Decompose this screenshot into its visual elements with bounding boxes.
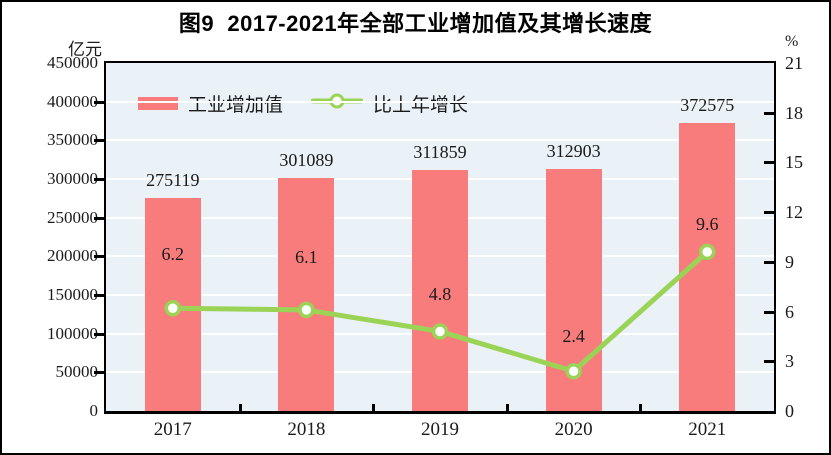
left-axis-tick-label: 100000: [47, 323, 98, 343]
right-axis-tick: [764, 260, 774, 264]
left-axis-tick-label: 150000: [47, 285, 98, 304]
right-axis-tick: [764, 310, 774, 314]
legend-item-growth-rate: 比上年增长: [310, 90, 469, 117]
chart-title: 图9 2017-2021年全部工业增加值及其增长速度: [178, 11, 653, 36]
right-axis-tick: [764, 161, 774, 165]
legend-label-bar: 工业增加值: [188, 95, 284, 116]
left-axis-tick: [94, 216, 104, 220]
left-axis-unit-label: 亿元: [68, 40, 102, 59]
bar-value-label: 275119: [146, 170, 200, 191]
growth-line-layer: [164, 243, 716, 380]
right-axis-tick: [764, 211, 774, 215]
line-marker: [431, 323, 449, 340]
left-axis-tick-label: 0: [89, 401, 99, 420]
line-marker: [698, 243, 716, 261]
bar-value-label: 311859: [413, 141, 467, 162]
bar-value-label: 301089: [279, 150, 334, 171]
left-axis-tick: [94, 139, 104, 143]
x-axis-label: 2020: [554, 419, 593, 440]
line-value-label: 4.8: [428, 284, 452, 305]
line-series-swatch-icon: [310, 93, 364, 115]
line-marker: [164, 300, 182, 317]
right-axis-unit-label: %: [785, 33, 799, 50]
left-axis-tick: [94, 178, 104, 181]
right-axis-tick-label: 18: [785, 102, 803, 123]
line-value-label: 6.2: [161, 244, 185, 265]
right-axis-tick-label: 0: [785, 401, 794, 421]
gridline: [106, 100, 774, 103]
right-axis-tick-label: 6: [785, 301, 794, 322]
right-axis-tick-label: 9: [785, 251, 794, 272]
right-axis-tick-label: 3: [785, 351, 794, 372]
bar-2018: [278, 178, 335, 411]
x-axis-label: 2017: [153, 419, 192, 440]
left-axis-tick: [94, 100, 104, 104]
left-axis-tick-label: 200000: [47, 246, 98, 266]
x-axis-label: 2019: [421, 419, 459, 440]
right-axis-tick: [764, 111, 774, 115]
left-axis-tick-label: 450000: [47, 53, 98, 72]
left-axis-tick: [94, 371, 104, 375]
x-axis-label: 2021: [688, 419, 727, 440]
left-axis-tick: [94, 294, 104, 297]
plot-area: 工业增加值 比上年增长 275119 301089 311859 312903 3725…: [104, 61, 776, 414]
right-axis-tick: [764, 360, 774, 364]
bar-series-swatch-icon: [138, 97, 178, 110]
right-axis-tick-label: 15: [785, 152, 803, 173]
left-axis-tick-label: 350000: [47, 130, 98, 150]
line-value-label: 2.4: [562, 326, 585, 347]
bar-value-label: 372575: [680, 94, 735, 115]
x-axis-label: 2018: [287, 419, 326, 440]
left-axis-tick: [94, 332, 104, 336]
gridline: [106, 139, 774, 142]
line-marker: [298, 301, 315, 319]
x-axis-tick: [238, 404, 242, 411]
left-axis-tick-label: 400000: [47, 91, 98, 111]
bar-2019: [412, 169, 468, 411]
x-axis-tick: [505, 404, 509, 411]
left-axis-tick-label: 50000: [55, 362, 99, 382]
left-axis-tick-label: 300000: [47, 169, 98, 188]
right-axis-tick-label: 12: [785, 202, 803, 223]
line-value-label: 9.6: [695, 213, 719, 234]
growth-line: [170, 249, 710, 374]
legend-item-industrial-value: 工业增加值: [138, 90, 283, 117]
bar-value-label: 312903: [546, 141, 601, 162]
right-axis-tick-label: 21: [785, 53, 803, 73]
legend: 工业增加值 比上年增长: [138, 90, 468, 117]
line-value-label: 6.1: [295, 246, 318, 267]
line-marker: [565, 362, 582, 380]
left-axis-tick: [94, 255, 104, 259]
legend-label-line: 比上年增长: [373, 95, 469, 116]
left-axis-tick-label: 250000: [47, 207, 98, 227]
x-axis-tick: [639, 404, 643, 411]
x-axis-tick: [372, 404, 376, 411]
